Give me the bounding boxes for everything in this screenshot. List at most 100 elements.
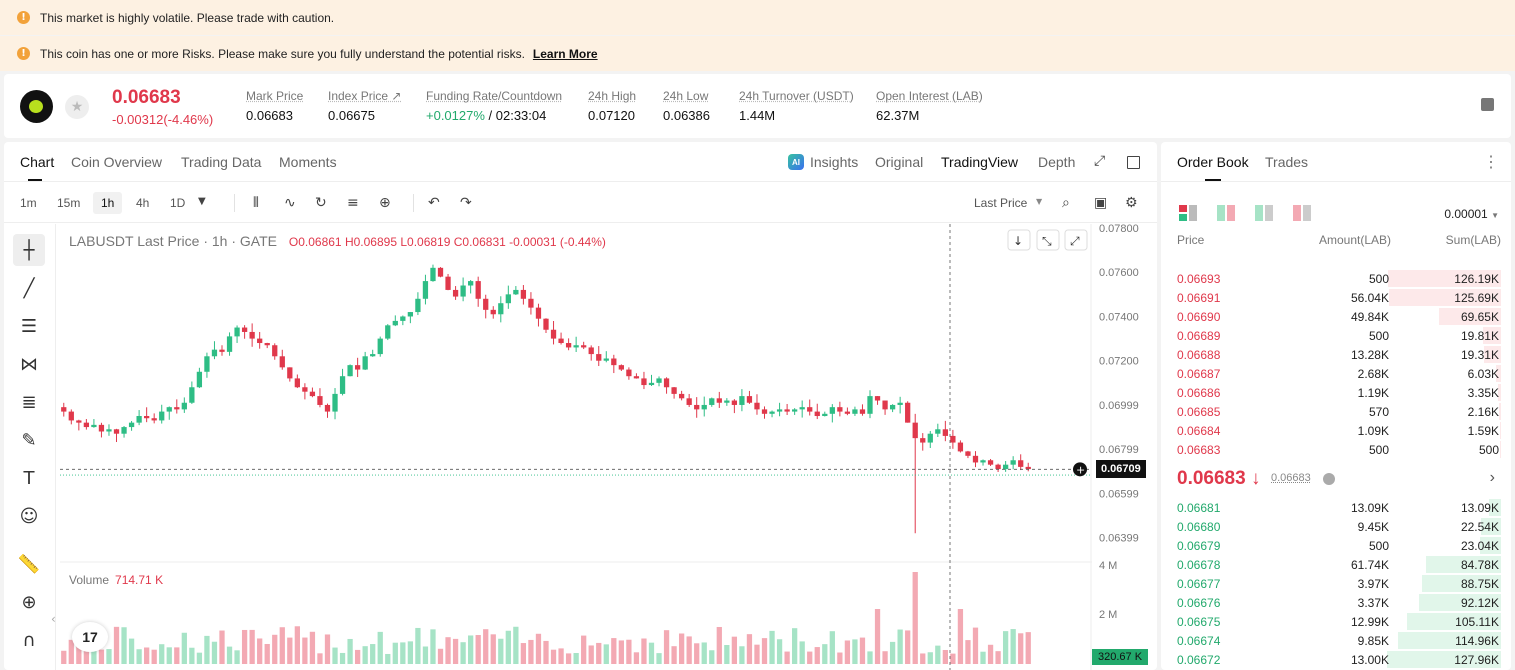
tab-depth[interactable]: Depth [1038, 154, 1076, 170]
learn-more-link[interactable]: Learn More [532, 46, 598, 61]
tf-15m[interactable]: 15m [57, 196, 81, 210]
ask-row[interactable]: 0.06693 500 126.19K [1161, 269, 1511, 288]
last-price-select[interactable]: Last Price [974, 196, 1028, 210]
tab-trading-data[interactable]: Trading Data [181, 154, 262, 170]
precision-select[interactable]: 0.00001 ▼ [1444, 207, 1499, 221]
tab-order-book[interactable]: Order Book [1177, 154, 1249, 181]
search-icon[interactable]: ⌕ [1062, 195, 1070, 211]
volume-bar [837, 652, 843, 664]
emoji-icon[interactable]: ☺ [19, 505, 39, 527]
bid-row[interactable]: 0.06679 500 23.04K [1161, 536, 1511, 555]
bid-row[interactable]: 0.06674 9.85K 114.96K [1161, 631, 1511, 650]
chart-panel: Chart Coin Overview Trading Data Moments… [4, 142, 1157, 670]
add-alert-icon[interactable]: ⊕ [379, 195, 391, 211]
stat-index-price[interactable]: Index Price ↗ 0.06675 [328, 89, 401, 123]
volume-bar [475, 635, 481, 664]
guide-book-icon[interactable] [1481, 98, 1494, 111]
favorite-star-icon[interactable]: ★ [65, 95, 89, 119]
camera-icon[interactable]: ▣ [1094, 195, 1108, 211]
volume-bar [829, 631, 835, 664]
bid-row[interactable]: 0.06676 3.37K 92.12K [1161, 593, 1511, 612]
ask-row[interactable]: 0.06691 56.04K 125.69K [1161, 288, 1511, 307]
candle-body [1025, 466, 1031, 470]
volume-bar [159, 644, 165, 664]
volume-bar [731, 636, 738, 664]
fullscreen-icon[interactable]: ⤢ [1094, 153, 1106, 169]
chart-control-button [1064, 229, 1088, 251]
bid-row[interactable]: 0.06672 13.00K 127.96K [1161, 650, 1511, 669]
candle-type-icon[interactable]: ⫴ [253, 195, 259, 211]
tab-original[interactable]: Original [875, 154, 924, 170]
tf-1h[interactable]: 1h [93, 192, 123, 214]
tab-chart[interactable]: Chart [20, 154, 55, 181]
price-change: -0.00312(-4.46%) [112, 112, 214, 127]
undo-icon[interactable]: ↶ [428, 195, 440, 211]
ask-row[interactable]: 0.06684 1.09K 1.59K [1161, 421, 1511, 440]
y-tick-label: 0.06399 [1099, 533, 1139, 545]
redo-icon[interactable]: ↷ [460, 195, 472, 211]
row-price: 0.06690 [1177, 310, 1221, 324]
candle-body [716, 398, 722, 403]
stat-funding-rate[interactable]: Funding Rate/Countdown +0.0127% / 02:33:… [426, 89, 562, 123]
volume-tick-label: 4 M [1099, 560, 1117, 572]
volume-title: Volume [69, 573, 110, 587]
ruler-icon[interactable]: 📏 [17, 553, 41, 575]
settings-gear-icon[interactable]: ⚙ [1125, 195, 1138, 211]
tab-trades[interactable]: Trades [1265, 154, 1309, 170]
stat-open-interest[interactable]: Open Interest (LAB) 62.37M [876, 89, 983, 123]
view-bids-icon[interactable] [1255, 205, 1273, 221]
candle-body [83, 422, 90, 428]
ask-row[interactable]: 0.06688 13.28K 19.31K [1161, 345, 1511, 364]
crosshair-icon[interactable]: ┼ [13, 234, 45, 266]
tf-1d[interactable]: 1D [170, 196, 186, 210]
tf-1m[interactable]: 1m [20, 196, 37, 210]
compare-icon[interactable]: ↻ [315, 195, 327, 211]
bid-row[interactable]: 0.06681 13.09K 13.09K [1161, 498, 1511, 517]
magnet-icon[interactable]: ∩ [22, 629, 36, 651]
bid-row[interactable]: 0.06677 3.97K 88.75K [1161, 574, 1511, 593]
tab-coin-overview[interactable]: Coin Overview [71, 154, 163, 170]
chevron-right-icon[interactable]: › [1489, 469, 1495, 486]
view-asks-icon[interactable] [1293, 205, 1311, 221]
tf-4h[interactable]: 4h [136, 196, 150, 210]
horizontal-lines-icon[interactable]: ☰ [20, 315, 38, 337]
volume-bar [950, 653, 956, 664]
volume-bar [626, 639, 632, 664]
tradingview-logo-icon[interactable]: 17 [72, 622, 108, 652]
bid-row[interactable]: 0.06678 61.74K 84.78K [1161, 555, 1511, 574]
ask-row[interactable]: 0.06686 1.19K 3.35K [1161, 383, 1511, 402]
volume-bar [347, 638, 353, 664]
tab-moments[interactable]: Moments [279, 154, 337, 170]
chart-control-icon: ↓ [1013, 234, 1023, 248]
stat-mark-price[interactable]: Mark Price 0.06683 [246, 89, 303, 123]
maximize-icon[interactable] [1127, 156, 1140, 169]
brush-icon[interactable]: ✎ [21, 429, 37, 451]
pattern-icon[interactable]: ⋈ [20, 353, 38, 375]
fib-icon[interactable]: ≣ [21, 391, 37, 413]
tab-insights[interactable]: Insights [810, 154, 859, 170]
row-amount: 500 [1368, 272, 1389, 286]
view-bids-asks-icon[interactable] [1217, 205, 1235, 221]
price-chart[interactable]: 0.07800 0.07600 0.07400 0.07200 0.06999 0.067… [4, 142, 1157, 670]
ask-row[interactable]: 0.06685 570 2.16K [1161, 402, 1511, 421]
indicators-icon[interactable]: ∿ [284, 195, 296, 211]
trendline-icon[interactable]: ╱ [23, 277, 35, 299]
ask-row[interactable]: 0.06690 49.84K 69.65K [1161, 307, 1511, 326]
volume-bar [980, 651, 986, 664]
text-tool-icon[interactable]: T [23, 467, 35, 489]
ask-row[interactable]: 0.06687 2.68K 6.03K [1161, 364, 1511, 383]
zoom-in-icon[interactable]: ⊕ [21, 591, 37, 613]
candle-body [844, 411, 851, 414]
row-amount: 13.09K [1350, 501, 1389, 515]
ask-row[interactable]: 0.06689 500 19.81K [1161, 326, 1511, 345]
row-sum: 1.59K [1467, 424, 1499, 438]
timeframe-dropdown-icon[interactable]: ▼ [198, 196, 206, 207]
ask-row[interactable]: 0.06683 500 500 [1161, 440, 1511, 459]
templates-icon[interactable]: ≡ [347, 195, 359, 211]
more-options-icon[interactable]: ⋮ [1483, 154, 1499, 171]
depth-bar [1389, 289, 1501, 306]
bid-row[interactable]: 0.06680 9.45K 22.54K [1161, 517, 1511, 536]
bid-row[interactable]: 0.06675 12.99K 105.11K [1161, 612, 1511, 631]
view-both-icon[interactable] [1179, 205, 1197, 221]
tab-tradingview[interactable]: TradingView [941, 154, 1019, 170]
